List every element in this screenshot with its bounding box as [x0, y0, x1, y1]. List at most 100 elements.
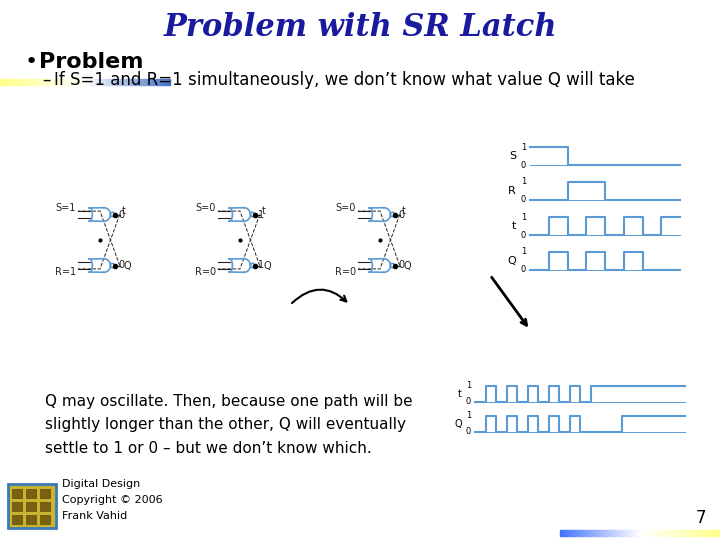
Text: R=0: R=0: [195, 267, 216, 276]
Text: R: R: [508, 186, 516, 196]
Bar: [49, 79, 50, 85]
Bar: [76, 79, 77, 85]
Bar: [62, 79, 63, 85]
Bar: [9, 79, 10, 85]
Bar: [139, 79, 140, 85]
Bar: [20, 79, 21, 85]
Text: 1: 1: [466, 381, 471, 390]
Bar: [578, 530, 579, 536]
Bar: [631, 530, 632, 536]
Bar: [155, 79, 156, 85]
Bar: [34, 79, 35, 85]
Text: t: t: [458, 389, 462, 399]
Bar: [708, 530, 709, 536]
Bar: [148, 79, 149, 85]
Bar: [25, 79, 26, 85]
Bar: [686, 530, 687, 536]
Bar: [111, 79, 112, 85]
Bar: [619, 530, 620, 536]
Bar: [614, 530, 615, 536]
Bar: [107, 79, 108, 85]
Text: t: t: [512, 221, 516, 231]
Bar: [68, 79, 69, 85]
Bar: [695, 530, 696, 536]
Bar: [37, 79, 38, 85]
Bar: [675, 530, 676, 536]
Bar: [714, 530, 715, 536]
Bar: [630, 530, 631, 536]
Bar: [629, 530, 630, 536]
Bar: [681, 530, 682, 536]
Bar: [26, 502, 36, 511]
Bar: [12, 79, 13, 85]
Bar: [583, 530, 584, 536]
Bar: [90, 79, 91, 85]
Bar: [633, 530, 634, 536]
Bar: [12, 489, 22, 498]
Bar: [122, 79, 123, 85]
Bar: [707, 530, 708, 536]
Text: 0: 0: [521, 160, 526, 170]
Bar: [8, 484, 56, 528]
Text: 1: 1: [258, 210, 264, 219]
Bar: [91, 79, 92, 85]
Bar: [604, 530, 605, 536]
Text: 0: 0: [118, 210, 124, 219]
Bar: [700, 530, 701, 536]
Bar: [682, 530, 683, 536]
Bar: [40, 515, 50, 524]
Bar: [17, 79, 18, 85]
Bar: [128, 79, 129, 85]
Bar: [115, 79, 116, 85]
Bar: [14, 79, 15, 85]
Bar: [601, 530, 602, 536]
Bar: [95, 79, 96, 85]
Bar: [83, 79, 84, 85]
Text: Q: Q: [403, 260, 410, 271]
Bar: [576, 530, 577, 536]
Bar: [612, 530, 613, 536]
Text: 0: 0: [466, 397, 471, 407]
Bar: [96, 79, 97, 85]
Bar: [717, 530, 718, 536]
Bar: [1, 79, 2, 85]
Bar: [97, 79, 98, 85]
Bar: [676, 530, 677, 536]
Bar: [40, 489, 50, 498]
Bar: [591, 530, 592, 536]
Text: If S=1 and R=1 simultaneously, we don’t know what value Q will take: If S=1 and R=1 simultaneously, we don’t …: [54, 71, 635, 89]
Bar: [667, 530, 668, 536]
Bar: [121, 79, 122, 85]
Bar: [65, 79, 66, 85]
Bar: [0, 79, 1, 85]
Bar: [672, 530, 673, 536]
Bar: [144, 79, 145, 85]
Text: 1: 1: [258, 260, 264, 271]
Bar: [590, 530, 591, 536]
Bar: [74, 79, 75, 85]
Bar: [10, 79, 11, 85]
Text: t: t: [122, 206, 125, 216]
Bar: [3, 79, 4, 85]
Bar: [645, 530, 646, 536]
Bar: [585, 530, 586, 536]
Bar: [699, 530, 700, 536]
Bar: [86, 79, 87, 85]
Text: R=1: R=1: [55, 267, 76, 276]
Text: 1: 1: [521, 213, 526, 221]
Bar: [41, 79, 42, 85]
Bar: [166, 79, 167, 85]
Bar: [26, 79, 27, 85]
Text: 0: 0: [466, 428, 471, 436]
Bar: [70, 79, 71, 85]
Bar: [82, 79, 83, 85]
Bar: [117, 79, 118, 85]
Bar: [662, 530, 663, 536]
Bar: [611, 530, 612, 536]
Text: S=1: S=1: [56, 204, 76, 213]
Bar: [701, 530, 702, 536]
Text: Problem with SR Latch: Problem with SR Latch: [163, 12, 557, 44]
Bar: [142, 79, 143, 85]
Bar: [99, 79, 100, 85]
Bar: [151, 79, 152, 85]
